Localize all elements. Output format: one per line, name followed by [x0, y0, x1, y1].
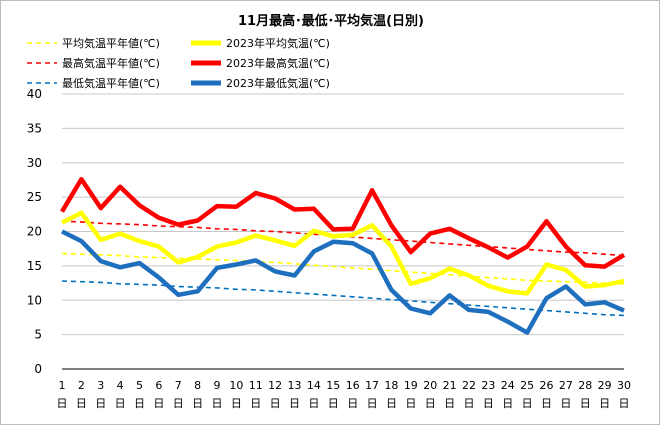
x-tick-label: 30: [617, 379, 631, 392]
x-tick-suffix: 日: [173, 397, 184, 410]
x-tick-label: 12: [268, 379, 282, 392]
chart-title: 11月最高･最低･平均気温(日別): [238, 13, 424, 29]
y-tick-label: 15: [27, 259, 42, 273]
legend: 平均気温平年値(℃) 2023年平均気温(℃) 最高気温平年値(℃) 2023年最高気…: [27, 36, 330, 90]
x-tick-label: 1: [59, 379, 66, 392]
x-tick-label: 29: [598, 379, 612, 392]
x-tick-label: 28: [578, 379, 592, 392]
y-tick-label: 35: [27, 121, 42, 135]
x-tick-suffix: 日: [231, 397, 242, 410]
x-axis-ticks: 1日2日3日4日5日6日7日8日9日10日11日12日13日14日15日16日1…: [57, 379, 632, 410]
y-tick-label: 20: [27, 225, 42, 239]
x-tick-suffix: 日: [444, 397, 455, 410]
x-tick-label: 24: [501, 379, 515, 392]
x-tick-label: 13: [288, 379, 302, 392]
x-tick-label: 19: [404, 379, 418, 392]
x-tick-label: 4: [117, 379, 124, 392]
x-tick-label: 11: [249, 379, 263, 392]
x-tick-suffix: 日: [541, 397, 552, 410]
legend-label: 2023年平均気温(℃): [226, 36, 330, 50]
x-tick-label: 21: [443, 379, 457, 392]
x-tick-suffix: 日: [463, 397, 474, 410]
series-line: [61, 280, 625, 317]
x-tick-suffix: 日: [502, 397, 513, 410]
x-tick-suffix: 日: [57, 397, 68, 410]
x-tick-suffix: 日: [76, 397, 87, 410]
legend-label: 2023年最低気温(℃): [226, 76, 330, 90]
x-tick-suffix: 日: [367, 397, 378, 410]
x-tick-suffix: 日: [95, 397, 106, 410]
x-tick-label: 25: [520, 379, 534, 392]
x-tick-suffix: 日: [153, 397, 164, 410]
x-tick-label: 9: [214, 379, 221, 392]
x-tick-suffix: 日: [212, 397, 223, 410]
x-tick-label: 14: [307, 379, 321, 392]
x-tick-label: 5: [136, 379, 143, 392]
grid-lines: [62, 93, 624, 370]
y-tick-label: 30: [27, 156, 42, 170]
y-tick-label: 25: [27, 190, 42, 204]
legend-label: 最高気温平年値(℃): [62, 56, 160, 70]
x-tick-suffix: 日: [192, 397, 203, 410]
x-tick-suffix: 日: [483, 397, 494, 410]
y-tick-label: 5: [34, 328, 42, 342]
x-tick-label: 6: [155, 379, 162, 392]
y-tick-label: 10: [27, 293, 42, 307]
series-line: [61, 220, 625, 257]
x-tick-label: 20: [423, 379, 437, 392]
x-tick-suffix: 日: [425, 397, 436, 410]
legend-label: 最低気温平年値(℃): [62, 76, 160, 90]
series-line: [60, 176, 626, 269]
x-tick-suffix: 日: [250, 397, 261, 410]
x-tick-label: 17: [365, 379, 379, 392]
x-tick-label: 27: [559, 379, 573, 392]
plot-area: [60, 176, 626, 335]
x-tick-suffix: 日: [522, 397, 533, 410]
legend-label: 2023年最高気温(℃): [226, 56, 330, 70]
series-line: [60, 210, 625, 296]
x-tick-label: 3: [97, 379, 104, 392]
x-tick-suffix: 日: [386, 397, 397, 410]
series-line: [61, 252, 625, 285]
x-tick-label: 2: [78, 379, 85, 392]
x-tick-suffix: 日: [270, 397, 281, 410]
x-tick-label: 22: [462, 379, 476, 392]
x-tick-label: 10: [229, 379, 243, 392]
x-tick-suffix: 日: [580, 397, 591, 410]
legend-label: 平均気温平年値(℃): [62, 36, 160, 50]
x-tick-label: 7: [175, 379, 182, 392]
x-tick-suffix: 日: [115, 397, 126, 410]
x-tick-suffix: 日: [619, 397, 630, 410]
x-tick-suffix: 日: [134, 397, 145, 410]
y-axis-ticks: 0 5 10 15 20 25 30 35 40: [27, 87, 42, 376]
x-tick-label: 18: [384, 379, 398, 392]
x-tick-suffix: 日: [347, 397, 358, 410]
x-tick-suffix: 日: [405, 397, 416, 410]
y-tick-label: 40: [27, 87, 42, 101]
series-line: [61, 229, 625, 335]
y-tick-label: 0: [34, 362, 42, 376]
x-tick-suffix: 日: [560, 397, 571, 410]
x-tick-suffix: 日: [328, 397, 339, 410]
x-tick-suffix: 日: [289, 397, 300, 410]
x-tick-label: 15: [326, 379, 340, 392]
x-tick-label: 16: [346, 379, 360, 392]
x-tick-suffix: 日: [308, 397, 319, 410]
x-tick-label: 26: [539, 379, 553, 392]
x-tick-suffix: 日: [599, 397, 610, 410]
x-tick-label: 23: [481, 379, 495, 392]
x-tick-label: 8: [194, 379, 201, 392]
